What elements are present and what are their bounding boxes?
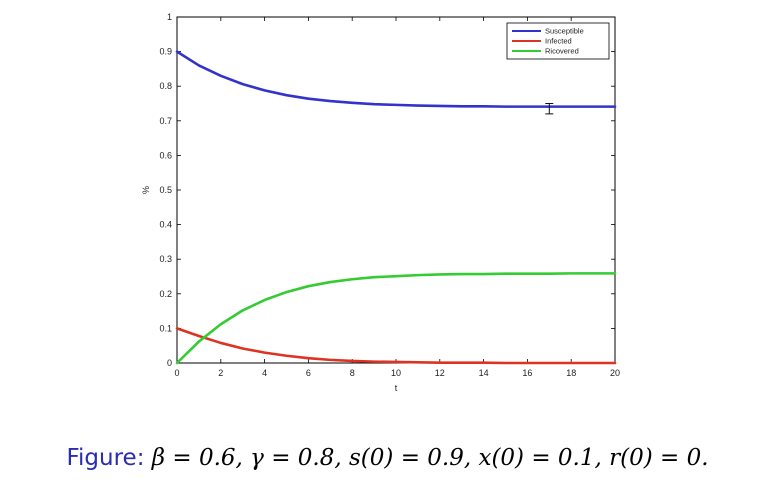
- caption-label: Figure:: [66, 445, 145, 471]
- x-axis: 0 2 4 6 8 10 12 14 16 18 20: [174, 17, 620, 378]
- series-line-infected: [175, 327, 617, 365]
- annotations: [545, 103, 554, 115]
- y-tick-label: 0.7: [159, 116, 172, 126]
- x-tick-label: 16: [522, 368, 532, 378]
- y-tick-label: 0.2: [159, 289, 172, 299]
- y-tick-label: 0.9: [159, 47, 172, 57]
- y-tick-label: 1: [167, 12, 172, 22]
- x-tick-label: 0: [174, 368, 179, 378]
- series-line-susceptible: [175, 50, 617, 108]
- x-tick-label: 12: [435, 368, 445, 378]
- y-axis: 0 0.1 0.2 0.3 0.4 0.5 0.6 0.7 0.8 0.9 1: [159, 12, 615, 368]
- y-tick-label: 0.3: [159, 254, 172, 264]
- y-tick-label: 0.8: [159, 81, 172, 91]
- series-lines: [175, 50, 617, 365]
- y-tick-label: 0.6: [159, 150, 172, 160]
- x-tick-label: 20: [610, 368, 620, 378]
- x-tick-label: 18: [566, 368, 576, 378]
- x-tick-label: 8: [350, 368, 355, 378]
- sir-chart: 0 0.1 0.2 0.3 0.4 0.5 0.6 0.7 0.8 0.9 1 0 2 4 6 8 10 12 1…: [141, 12, 620, 393]
- y-tick-label: 0: [167, 358, 172, 368]
- figure-caption: Figure: β = 0.6, γ = 0.8, s(0) = 0.9, x(…: [0, 445, 775, 471]
- x-tick-label: 4: [262, 368, 267, 378]
- x-tick-label: 14: [479, 368, 489, 378]
- legend-label: Ricovered: [545, 47, 579, 56]
- legend-box: [506, 22, 610, 60]
- y-tick-label: 0.5: [159, 185, 172, 195]
- y-tick-label: 0.4: [159, 220, 172, 230]
- y-axis-label: %: [141, 186, 151, 194]
- series-line-ricovered: [175, 272, 617, 365]
- x-tick-label: 6: [306, 368, 311, 378]
- plot-area: [176, 16, 616, 364]
- legend-label: Infected: [545, 37, 572, 46]
- caption-text: β = 0.6, γ = 0.8, s(0) = 0.9, x(0) = 0.1…: [151, 445, 709, 471]
- y-tick-label: 0.1: [159, 323, 172, 333]
- x-axis-label: t: [395, 383, 398, 393]
- x-tick-label: 2: [218, 368, 223, 378]
- legend-label: Susceptible: [545, 27, 584, 36]
- x-tick-label: 10: [391, 368, 401, 378]
